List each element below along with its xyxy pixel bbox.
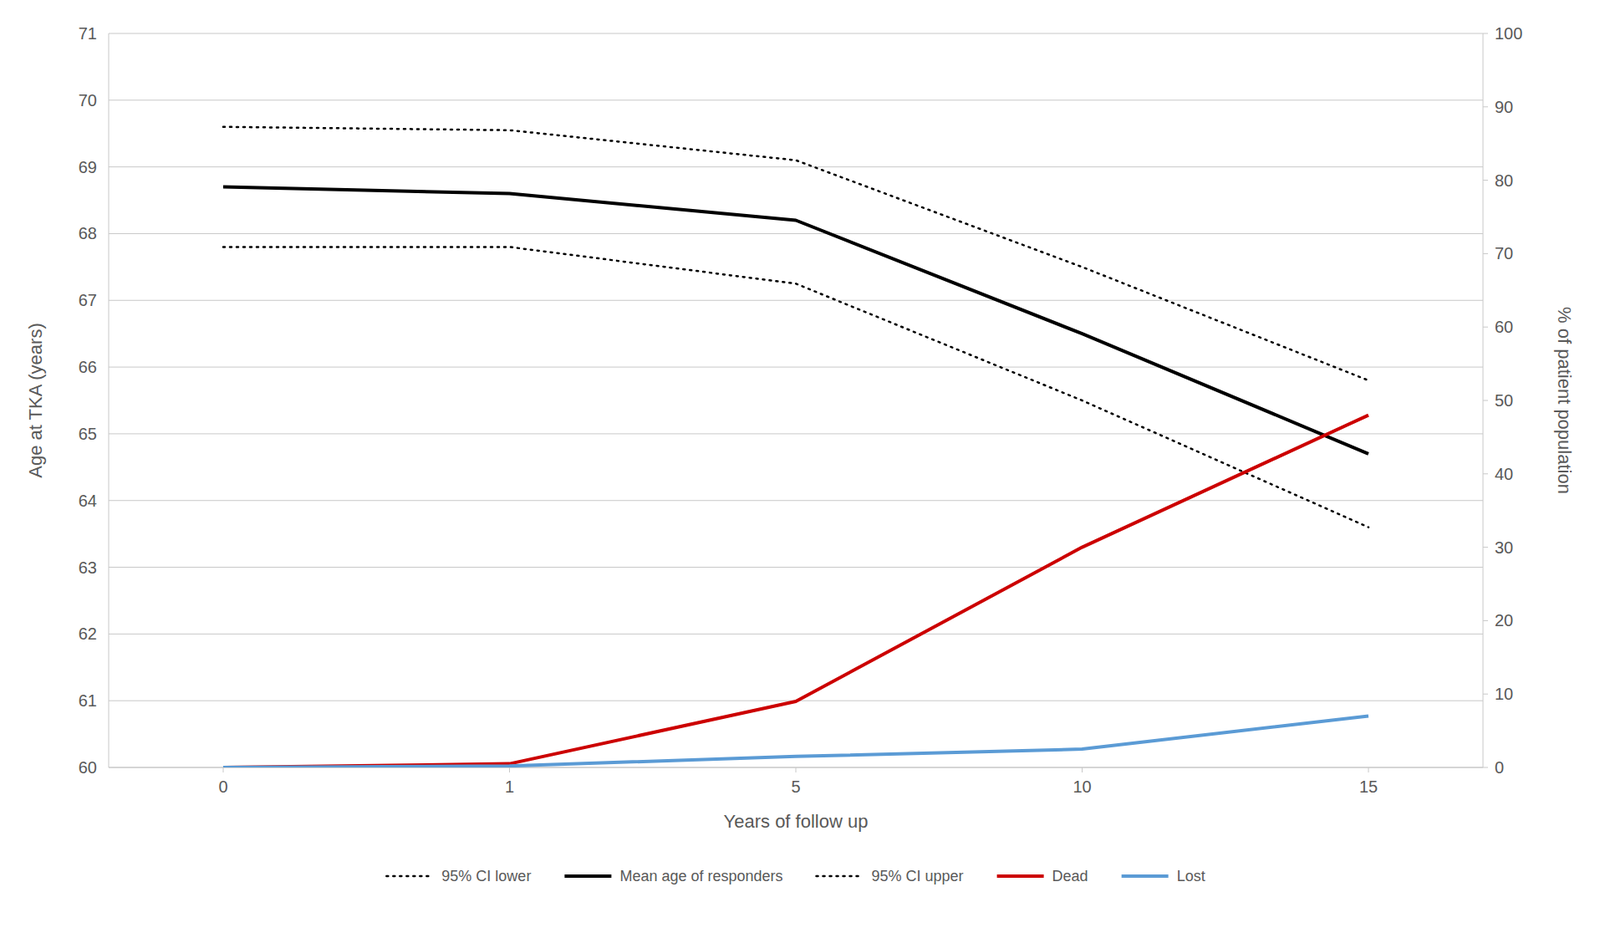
y2-tick-label: 70 bbox=[1494, 244, 1514, 263]
x-tick bbox=[1081, 767, 1083, 773]
y2-tick bbox=[1482, 33, 1488, 35]
y2-tick-label: 40 bbox=[1494, 464, 1514, 484]
x-tick-label: 15 bbox=[1359, 777, 1378, 796]
y-tick-label: 69 bbox=[78, 157, 97, 177]
series-line bbox=[223, 187, 1369, 454]
grid-line bbox=[108, 633, 1483, 635]
y-axis-label: Age at TKA (years) bbox=[25, 322, 46, 478]
legend-swatch bbox=[997, 874, 1045, 878]
series-line bbox=[223, 127, 1369, 381]
legend-item: Mean age of responders bbox=[564, 867, 783, 885]
y2-tick bbox=[1482, 400, 1488, 402]
y-tick-label: 71 bbox=[78, 24, 97, 43]
y2-tick bbox=[1482, 473, 1488, 474]
grid-line bbox=[108, 366, 1483, 368]
y2-tick-label: 20 bbox=[1494, 611, 1514, 630]
legend-swatch bbox=[1121, 874, 1169, 878]
x-axis-label: Years of follow up bbox=[723, 810, 869, 832]
y-tick-label: 65 bbox=[78, 424, 97, 444]
x-tick-label: 1 bbox=[504, 777, 515, 796]
background bbox=[0, 0, 1600, 943]
y2-tick-label: 60 bbox=[1494, 317, 1514, 337]
x-tick bbox=[509, 767, 510, 773]
legend-swatch bbox=[564, 874, 612, 878]
series-line bbox=[223, 415, 1369, 768]
chart: 6061626364656667686970710102030405060708… bbox=[0, 0, 1600, 943]
y-tick-label: 64 bbox=[78, 491, 97, 510]
grid-line bbox=[108, 499, 1483, 501]
y2-tick-label: 80 bbox=[1494, 171, 1514, 190]
grid-line bbox=[108, 300, 1483, 301]
grid-line bbox=[108, 33, 1483, 35]
legend-label: Lost bbox=[1177, 867, 1206, 885]
y-tick-label: 63 bbox=[78, 558, 97, 577]
legend: 95% CI lower Mean age of responders 95% CI… bbox=[386, 867, 1205, 885]
y-tick-label: 60 bbox=[78, 758, 97, 777]
y2-tick-label: 0 bbox=[1494, 758, 1504, 777]
grid-line bbox=[108, 433, 1483, 434]
legend-item: Lost bbox=[1121, 867, 1206, 885]
series-line bbox=[223, 716, 1369, 768]
y2-tick bbox=[1482, 326, 1488, 328]
x-tick-label: 5 bbox=[790, 777, 800, 796]
grid-line bbox=[108, 166, 1483, 168]
y2-tick bbox=[1482, 179, 1488, 181]
y-tick-label: 61 bbox=[78, 691, 97, 710]
y2-tick-label: 50 bbox=[1494, 391, 1514, 410]
y2-tick bbox=[1482, 693, 1488, 695]
grid-line bbox=[108, 566, 1483, 568]
y2-tick-label: 30 bbox=[1494, 538, 1514, 557]
legend-item: Dead bbox=[997, 867, 1089, 885]
legend-label: 95% CI lower bbox=[441, 867, 531, 885]
y2-tick bbox=[1482, 546, 1488, 548]
y2-tick-label: 100 bbox=[1494, 24, 1523, 43]
y-tick-label: 62 bbox=[78, 624, 97, 643]
x-tick-label: 0 bbox=[218, 777, 228, 796]
y2-tick bbox=[1482, 106, 1488, 108]
x-tick bbox=[1368, 767, 1370, 773]
y-tick-label: 68 bbox=[78, 224, 97, 243]
y-axis-line bbox=[108, 33, 110, 768]
y2-tick-label: 10 bbox=[1494, 684, 1514, 704]
y2-axis-line bbox=[1482, 33, 1484, 768]
legend-swatch bbox=[816, 875, 864, 878]
x-tick bbox=[223, 767, 225, 773]
plot-area bbox=[223, 127, 1369, 768]
grid-line bbox=[108, 233, 1483, 235]
legend-label: 95% CI upper bbox=[871, 867, 964, 885]
y-tick-label: 70 bbox=[78, 91, 97, 110]
series-line bbox=[223, 246, 1369, 527]
grid bbox=[108, 33, 1483, 768]
y-tick-label: 67 bbox=[78, 290, 97, 310]
x-tick bbox=[795, 767, 797, 773]
y2-tick bbox=[1482, 620, 1488, 622]
legend-item: 95% CI upper bbox=[816, 867, 964, 885]
x-tick-label: 10 bbox=[1072, 777, 1091, 796]
y2-tick bbox=[1482, 253, 1488, 255]
y2-axis-label: % of patient population bbox=[1554, 306, 1575, 495]
y2-tick bbox=[1482, 767, 1488, 769]
legend-swatch bbox=[386, 875, 434, 878]
legend-label: Mean age of responders bbox=[619, 867, 783, 885]
y-tick-label: 66 bbox=[78, 357, 97, 377]
y2-tick-label: 90 bbox=[1494, 97, 1514, 117]
legend-item: 95% CI lower bbox=[386, 867, 531, 885]
legend-label: Dead bbox=[1052, 867, 1089, 885]
grid-line bbox=[108, 99, 1483, 101]
